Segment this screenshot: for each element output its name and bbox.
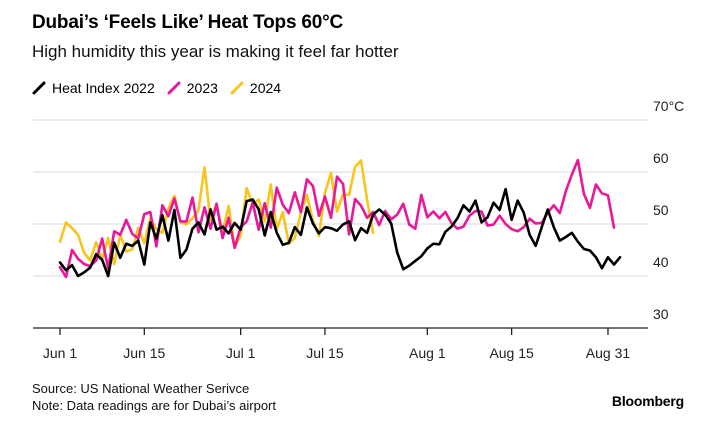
- series-line-2024: [58, 159, 375, 266]
- legend-item-2023: 2023: [167, 80, 218, 96]
- page-title: Dubai’s ‘Feels Like’ Heat Tops 60°C: [32, 12, 344, 33]
- legend-line-icon: [32, 81, 46, 95]
- legend-label: Heat Index 2022: [52, 80, 155, 96]
- y-tick-label: 40: [653, 254, 669, 270]
- footer: Source: US National Weather Serivce Note…: [32, 380, 276, 414]
- source-note: Source: US National Weather Serivce: [32, 381, 250, 396]
- x-tick-label: Aug 31: [586, 345, 631, 361]
- legend-item-2024: 2024: [230, 80, 281, 96]
- legend-line-icon: [167, 81, 181, 95]
- x-tick-label: Jul 1: [226, 345, 256, 361]
- series-line-heat-index-2022: [58, 187, 622, 278]
- x-tick-label: Jul 15: [306, 345, 344, 361]
- y-tick-label: 60: [653, 150, 669, 166]
- x-tick-label: Jun 15: [123, 345, 165, 361]
- data-note: Note: Data readings are for Dubai’s airp…: [32, 398, 276, 413]
- legend: Heat Index 2022 2023 2024: [32, 80, 293, 96]
- y-tick-label: 30: [653, 306, 669, 322]
- legend-label: 2024: [249, 80, 282, 96]
- y-tick-label: 70°C: [653, 98, 684, 114]
- y-tick-label: 50: [653, 202, 669, 218]
- page-subtitle: High humidity this year is making it fee…: [32, 42, 399, 61]
- brand-logo: Bloomberg: [611, 393, 684, 409]
- legend-line-icon: [230, 81, 244, 95]
- legend-label: 2023: [186, 80, 218, 96]
- x-tick-label: Aug 1: [409, 345, 446, 361]
- x-tick-label: Jun 1: [43, 345, 77, 361]
- series-line-2023: [58, 158, 616, 279]
- x-tick-label: Aug 15: [489, 345, 534, 361]
- legend-item-2022: Heat Index 2022: [32, 80, 155, 96]
